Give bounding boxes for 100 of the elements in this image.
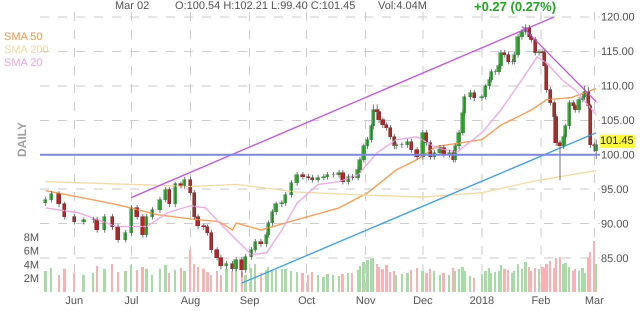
text: SMA 20	[4, 57, 43, 69]
bar	[63, 269, 66, 292]
y-tick-label: 90.00	[601, 218, 629, 231]
bar	[589, 252, 591, 292]
bar	[593, 241, 595, 292]
bar	[454, 271, 456, 292]
bar	[528, 267, 530, 292]
bar	[425, 273, 428, 292]
bar	[197, 267, 199, 292]
annotation: +0.27 (0.27%)	[474, 0, 556, 14]
bar	[281, 269, 283, 292]
bar	[326, 274, 329, 292]
bar	[332, 275, 334, 292]
y-tick-label: 110.00	[601, 80, 634, 93]
bar	[96, 266, 98, 292]
bar	[168, 273, 170, 292]
bar	[216, 271, 218, 292]
bar	[351, 273, 353, 292]
bar	[124, 271, 127, 292]
bar	[429, 269, 431, 292]
bar	[111, 264, 113, 292]
x-tick-label: Oct	[298, 295, 316, 307]
bar	[174, 270, 176, 292]
bar	[254, 264, 256, 292]
x-tick-label: Nov	[356, 295, 376, 307]
bar	[58, 275, 60, 292]
bar	[513, 271, 515, 292]
bar	[448, 275, 450, 292]
bar	[494, 272, 496, 292]
y-tick-label: 85.00	[601, 253, 629, 266]
bar	[500, 265, 502, 292]
y2-tick-label: 2M	[24, 273, 39, 286]
bar	[568, 267, 570, 292]
bar	[372, 258, 374, 292]
y-tick-label: 115.00	[601, 46, 634, 58]
bar	[250, 268, 252, 292]
bar	[463, 271, 466, 292]
bar	[442, 273, 445, 292]
bar	[481, 274, 483, 292]
y-tick-label: 120.00	[601, 12, 635, 24]
text: DAILY	[15, 122, 29, 157]
bar	[271, 271, 273, 292]
bar	[193, 264, 195, 292]
bar	[145, 269, 148, 292]
bar	[473, 278, 475, 292]
x-tick-label: Jun	[65, 295, 84, 307]
bar	[370, 259, 372, 292]
bar	[458, 269, 460, 292]
bar	[180, 268, 182, 292]
bar	[433, 271, 435, 292]
bar	[164, 265, 167, 292]
bar	[117, 272, 119, 292]
bar	[362, 262, 365, 292]
x-tick-label: Jul	[124, 295, 138, 307]
bar	[572, 271, 574, 292]
bar	[220, 275, 222, 292]
bar	[574, 269, 576, 292]
bar	[159, 269, 161, 292]
bar	[530, 271, 532, 292]
x-tick-label: Aug	[180, 295, 200, 307]
bar	[301, 273, 304, 292]
bar	[381, 269, 384, 292]
bar	[366, 260, 369, 292]
bar	[359, 266, 361, 292]
x-tick-label: Mar	[584, 295, 604, 307]
bar	[378, 267, 380, 292]
bar	[317, 275, 319, 292]
bar	[484, 271, 487, 292]
bar	[524, 262, 527, 292]
bar	[92, 273, 94, 292]
bar	[275, 270, 277, 292]
bar	[296, 272, 298, 292]
bar	[488, 268, 490, 292]
bar	[206, 272, 209, 292]
bar	[322, 277, 325, 292]
bar	[202, 269, 205, 292]
bar	[73, 273, 75, 292]
bar	[406, 273, 409, 292]
bar	[341, 274, 344, 292]
text: SMA 50	[4, 31, 43, 43]
bar	[151, 275, 153, 292]
text: Vol:4.04M	[378, 0, 427, 12]
bar	[260, 273, 262, 292]
y2-tick-label: 8M	[24, 232, 39, 244]
x-tick-label: Feb	[531, 295, 550, 307]
y2-tick-label: 6M	[24, 246, 39, 258]
text: O:100.54 H:102.21 L:99.40 C:101.45	[175, 0, 356, 12]
x-tick-label: 2018	[470, 295, 494, 307]
text: SMA 200	[4, 44, 49, 56]
x-tick-label: Sep	[240, 295, 260, 307]
bar	[130, 265, 132, 292]
bar	[44, 271, 47, 292]
bar	[555, 258, 557, 292]
bar	[416, 268, 418, 292]
bar	[545, 264, 548, 292]
bar	[538, 269, 540, 292]
bar	[82, 275, 85, 292]
bar	[136, 270, 138, 292]
bar	[439, 275, 441, 292]
bar	[311, 272, 313, 292]
